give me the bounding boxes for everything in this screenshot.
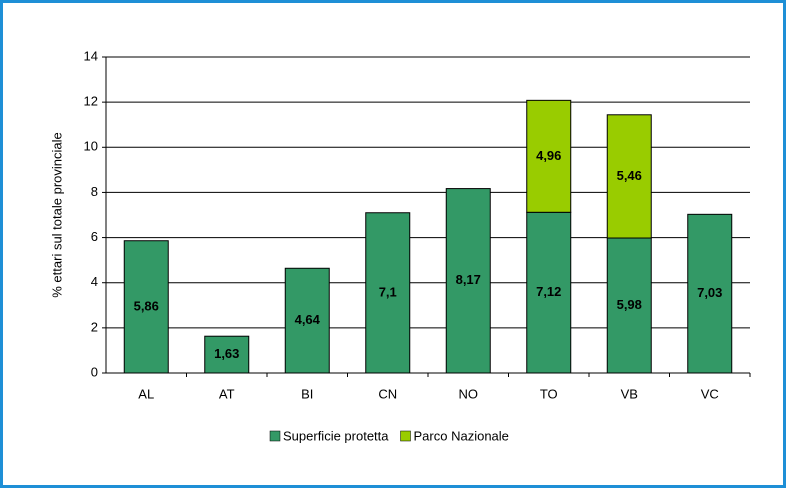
data-label: 8,17: [456, 272, 481, 287]
x-tick-label: VC: [701, 386, 719, 401]
y-tick-label: 6: [91, 229, 98, 244]
y-tick-label: 12: [84, 94, 98, 109]
y-tick-label: 2: [91, 319, 98, 334]
y-tick-label: 4: [91, 274, 98, 289]
x-tick-label: NO: [459, 386, 479, 401]
y-axis-label: % ettari sul totale provinciale: [49, 132, 64, 297]
bar: [687, 213, 733, 374]
legend-label: Superficie protetta: [283, 428, 389, 443]
x-tick-label: BI: [301, 386, 313, 401]
x-tick-label: TO: [540, 386, 558, 401]
y-tick-label: 10: [84, 139, 98, 154]
bar: [606, 237, 652, 374]
data-label: 4,64: [295, 312, 321, 327]
data-label: 4,96: [536, 148, 561, 163]
bar: [445, 188, 491, 374]
x-tick-label: CN: [378, 386, 397, 401]
bar: [606, 114, 652, 239]
data-label: 7,03: [697, 285, 722, 300]
y-tick-label: 8: [91, 184, 98, 199]
y-tick-label: 0: [91, 364, 98, 379]
y-tick-label: 14: [84, 48, 98, 63]
bar: [365, 212, 411, 374]
data-label: 5,98: [617, 297, 642, 312]
bar: [284, 267, 330, 374]
legend-label: Parco Nazionale: [414, 428, 509, 443]
bar: [526, 211, 572, 374]
legend-swatch: [400, 430, 411, 442]
x-tick-label: VB: [621, 386, 638, 401]
x-tick-label: AT: [219, 386, 235, 401]
data-label: 5,46: [617, 168, 642, 183]
data-label: 1,63: [214, 346, 239, 361]
bar: [526, 99, 572, 213]
data-label: 5,86: [134, 298, 159, 313]
legend-swatch: [269, 430, 281, 442]
data-label: 7,1: [379, 284, 397, 299]
bar: [204, 335, 250, 374]
bar: [123, 240, 169, 374]
x-tick-label: AL: [138, 386, 154, 401]
data-label: 7,12: [536, 284, 561, 299]
